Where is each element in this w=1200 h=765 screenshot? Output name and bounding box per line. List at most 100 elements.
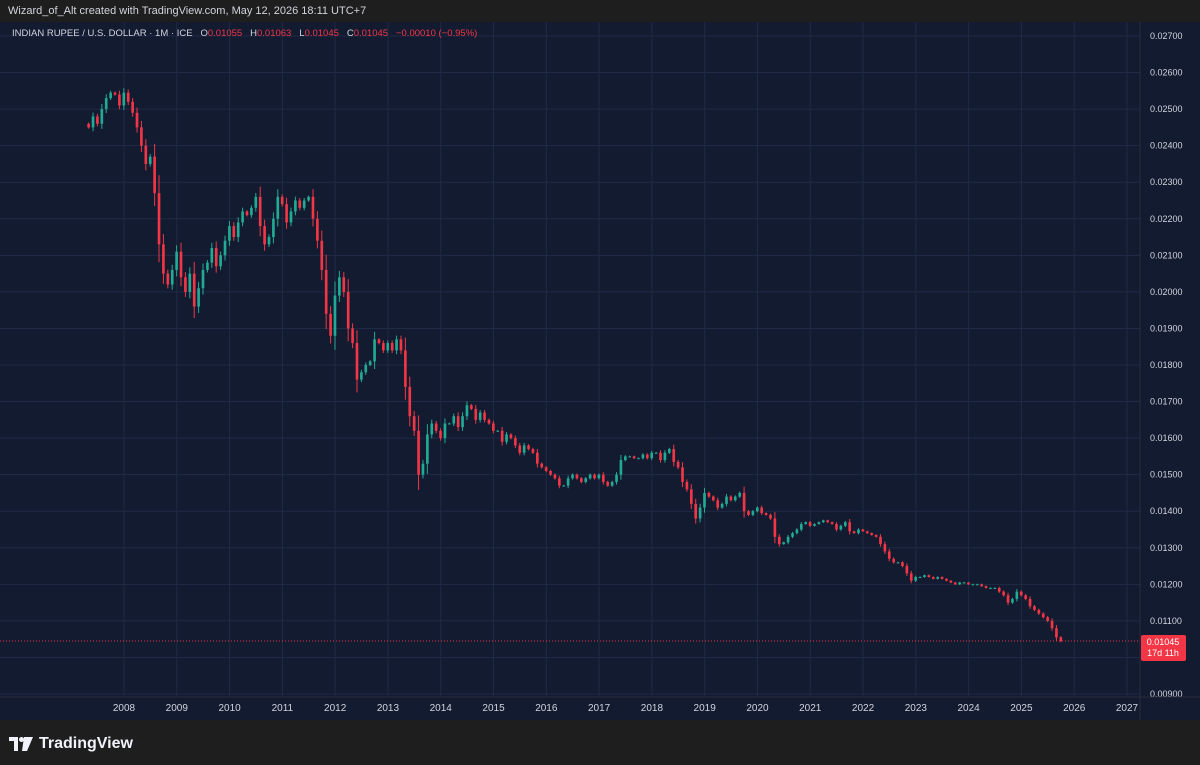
- candle-body: [470, 405, 473, 409]
- candle-body: [131, 101, 134, 113]
- candle: [733, 495, 737, 502]
- candle-body: [1050, 620, 1054, 629]
- candle-body: [773, 518, 777, 537]
- candle: [448, 422, 451, 425]
- candle-body: [135, 112, 139, 128]
- candle: [597, 473, 601, 480]
- close-label: C: [346, 28, 354, 39]
- candle: [760, 505, 764, 515]
- x-tick-label: 2020: [746, 703, 769, 714]
- candle: [870, 532, 873, 536]
- candle: [940, 576, 944, 580]
- candle: [610, 480, 614, 487]
- candle: [443, 418, 447, 444]
- candle-body: [373, 339, 376, 362]
- candle: [931, 576, 935, 580]
- candle: [421, 459, 425, 479]
- candle: [1002, 590, 1005, 597]
- candle-body: [923, 575, 926, 578]
- candle: [892, 557, 895, 564]
- candle: [887, 548, 891, 562]
- candle-body: [843, 522, 847, 526]
- candle: [663, 450, 667, 463]
- candle-body: [153, 156, 156, 194]
- candle-body: [294, 200, 297, 212]
- candle: [527, 444, 530, 451]
- candle-body: [404, 350, 407, 387]
- candle: [382, 340, 385, 353]
- candle: [210, 242, 214, 268]
- price-axis[interactable]: 0.02700 0.02600 0.02500 0.02400 0.02300 0.022…: [1139, 22, 1183, 720]
- candle: [769, 513, 772, 520]
- y-tick-label: 0.01300: [1150, 543, 1183, 553]
- candle: [742, 486, 746, 518]
- candle-body: [527, 445, 530, 450]
- countdown-value: 17d 11h: [1147, 648, 1179, 658]
- candle: [316, 211, 319, 249]
- candle-body: [909, 573, 913, 581]
- candle: [126, 89, 130, 105]
- candle: [153, 143, 156, 206]
- candle-body: [386, 343, 390, 351]
- candle: [307, 195, 310, 202]
- candle-body: [280, 196, 284, 205]
- candle: [157, 175, 161, 263]
- candle: [544, 466, 548, 473]
- x-tick-label: 2015: [482, 703, 505, 714]
- candle: [395, 335, 398, 355]
- time-axis[interactable]: 2008 2009 2010 2011 2012 2013 2014 2015 2016 2017…: [0, 696, 1200, 714]
- last-price-tag-bg: [1141, 634, 1186, 661]
- candle: [399, 335, 403, 355]
- x-tick-label: 2026: [1063, 703, 1086, 714]
- candle: [624, 455, 627, 462]
- high-value: 0.01063: [257, 28, 292, 39]
- candle-body: [879, 536, 882, 545]
- x-tick-label: 2023: [905, 703, 928, 714]
- price-chart[interactable]: 0.02700 0.02600 0.02500 0.02400 0.02300 0.022…: [0, 22, 1200, 720]
- candle: [1019, 590, 1023, 597]
- y-tick-label: 0.01400: [1150, 506, 1183, 516]
- candle: [747, 509, 750, 517]
- candle: [294, 196, 297, 216]
- candle-body: [720, 503, 724, 508]
- candle: [377, 338, 381, 345]
- candle: [87, 122, 90, 129]
- candle: [764, 512, 768, 516]
- candle: [839, 524, 843, 531]
- candle: [474, 405, 478, 424]
- candle: [821, 519, 825, 523]
- candle-body: [157, 193, 161, 245]
- candle: [923, 574, 926, 578]
- candle-body: [518, 445, 522, 453]
- candle-body: [962, 582, 966, 584]
- candle-body: [285, 204, 288, 223]
- candle: [799, 522, 803, 532]
- candle: [949, 580, 953, 584]
- x-tick-label: 2011: [272, 703, 294, 714]
- x-tick-label: 2017: [588, 703, 611, 714]
- candle-body: [610, 481, 614, 486]
- candle: [430, 419, 434, 439]
- candle-body: [931, 577, 935, 579]
- candle-body: [764, 513, 768, 515]
- candle-body: [109, 92, 112, 99]
- candle: [148, 154, 152, 167]
- candle: [258, 186, 262, 237]
- candle-body: [166, 273, 170, 285]
- candle-body: [733, 496, 737, 501]
- candle: [905, 563, 909, 576]
- candle: [558, 475, 561, 489]
- candle: [865, 530, 869, 534]
- x-tick-label: 2009: [166, 703, 189, 714]
- candle: [852, 530, 856, 534]
- candle-body: [272, 218, 275, 238]
- candle-body: [1006, 595, 1010, 603]
- candle-body: [219, 255, 222, 267]
- tradingview-logo[interactable]: TradingView: [9, 735, 133, 753]
- candle-body: [887, 551, 891, 559]
- candle: [909, 570, 913, 584]
- candle-body: [412, 416, 416, 431]
- candle: [456, 412, 460, 431]
- candle: [461, 412, 464, 431]
- candle: [914, 575, 917, 582]
